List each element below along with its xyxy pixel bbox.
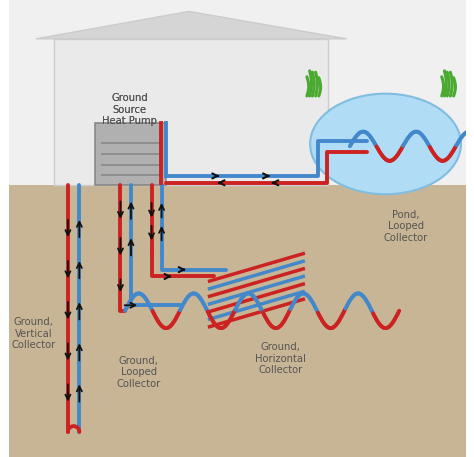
Polygon shape	[9, 0, 465, 185]
Polygon shape	[36, 11, 346, 39]
Bar	[95, 123, 166, 185]
Text: Ground,
Vertical
Collector: Ground, Vertical Collector	[11, 317, 56, 350]
Ellipse shape	[310, 94, 461, 194]
Text: Ground,
Horizontal
Collector: Ground, Horizontal Collector	[255, 342, 306, 375]
Polygon shape	[9, 185, 465, 457]
Text: Pond,
Looped
Collector: Pond, Looped Collector	[384, 210, 428, 243]
Text: Ground,
Looped
Collector: Ground, Looped Collector	[117, 356, 161, 389]
Text: Ground
Source
Heat Pump: Ground Source Heat Pump	[102, 93, 157, 126]
Text: Ground
Source
Heat Pump: Ground Source Heat Pump	[102, 93, 157, 126]
Bar	[54, 39, 328, 185]
